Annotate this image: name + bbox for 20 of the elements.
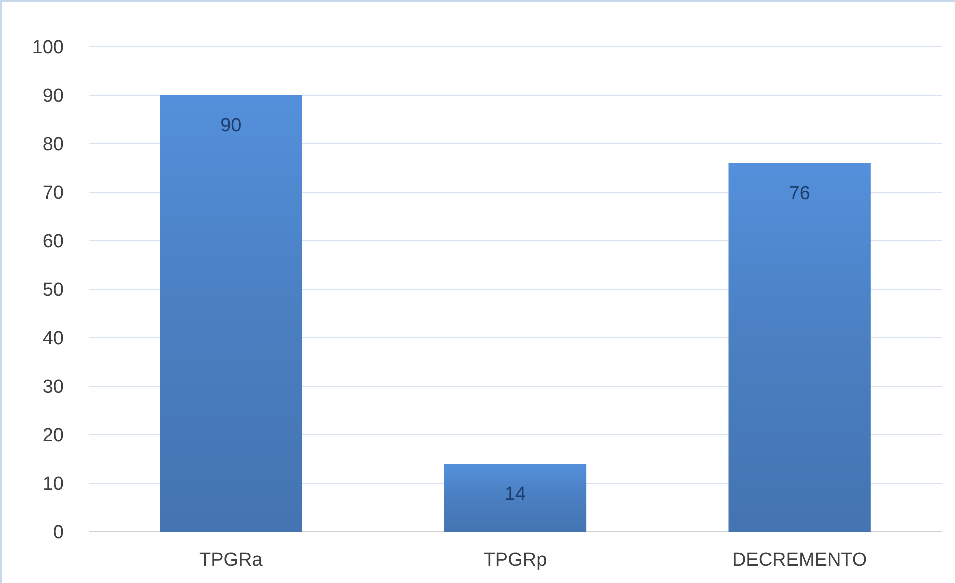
bar: [728, 163, 871, 532]
y-tick-label: 80: [42, 134, 64, 156]
y-tick-label: 50: [42, 280, 64, 302]
x-tick-label: TPGRp: [484, 550, 548, 571]
data-label: 14: [504, 484, 526, 506]
y-tick-label: 10: [42, 474, 64, 496]
data-label: 90: [220, 116, 242, 136]
data-label: 76: [789, 183, 810, 204]
y-tick-label: 20: [42, 426, 64, 447]
bar: [444, 464, 587, 532]
y-tick-label: 60: [42, 232, 64, 253]
y-tick-label: 90: [42, 86, 64, 108]
x-tick-label: DECREMENTO: [732, 550, 868, 571]
y-tick-label: 70: [42, 183, 64, 204]
y-tick-label: 100: [32, 38, 64, 59]
y-tick-label: 40: [42, 328, 64, 350]
y-tick-label: 0: [53, 522, 64, 544]
bar: [160, 96, 302, 532]
y-tick-label: 30: [42, 377, 64, 398]
x-tick-label: TPGRa: [199, 550, 264, 571]
